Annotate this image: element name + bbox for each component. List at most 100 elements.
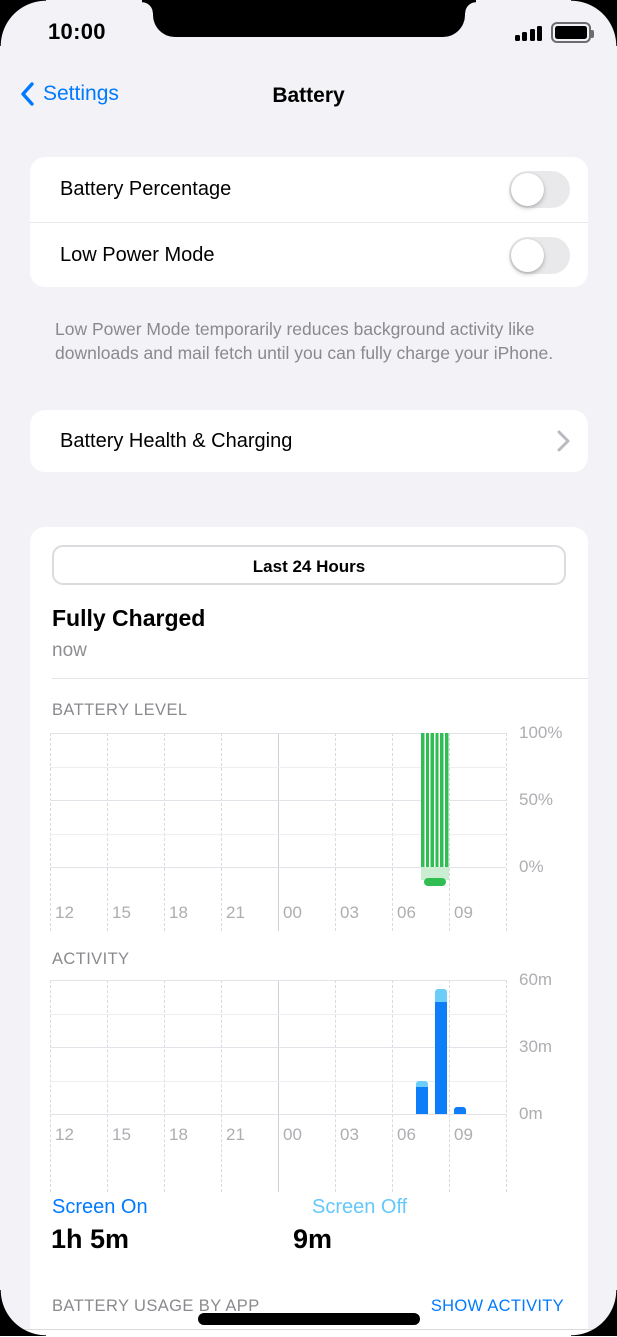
screen-off-value: 9m bbox=[293, 1224, 333, 1254]
activity-bar[interactable] bbox=[415, 1080, 429, 1114]
battery-level-section-title: BATTERY LEVEL bbox=[52, 701, 188, 719]
cellular-signal-icon bbox=[514, 25, 542, 41]
battery-percentage-label: Battery Percentage bbox=[60, 178, 232, 200]
x-tick-label: 12 bbox=[55, 903, 74, 922]
activity-bar[interactable] bbox=[434, 988, 448, 1114]
chevron-right-icon bbox=[557, 430, 570, 452]
grid-line-horizontal bbox=[50, 766, 506, 768]
activity-bar[interactable] bbox=[453, 1107, 467, 1114]
battery-charge-bar[interactable] bbox=[420, 733, 449, 867]
grid-line-horizontal bbox=[50, 733, 506, 734]
back-button-label: Settings bbox=[43, 82, 119, 105]
y-tick-label: 30m bbox=[519, 1037, 553, 1056]
grid-line-horizontal bbox=[50, 1013, 506, 1015]
screen-on-segment bbox=[453, 1107, 467, 1114]
battery-usage-by-app-label: BATTERY USAGE BY APP bbox=[52, 1297, 260, 1315]
screen-bottom-edge bbox=[0, 1329, 617, 1337]
toggle-knob bbox=[511, 173, 544, 206]
device-notch bbox=[142, 0, 476, 37]
grid-line-vertical bbox=[506, 980, 507, 1192]
x-tick-label: 03 bbox=[340, 903, 359, 922]
grid-line-vertical bbox=[335, 733, 336, 931]
grid-line-vertical bbox=[164, 733, 165, 931]
low-power-mode-description: Low Power Mode temporarily reduces backg… bbox=[55, 318, 554, 364]
x-tick-label: 00 bbox=[283, 903, 302, 922]
grid-line-vertical bbox=[278, 733, 279, 931]
grid-line-vertical bbox=[50, 733, 51, 931]
grid-line-vertical bbox=[449, 733, 450, 931]
screen-on-label: Screen On bbox=[52, 1196, 148, 1218]
grid-line-vertical bbox=[335, 980, 336, 1192]
grid-line-vertical bbox=[107, 733, 108, 931]
grid-line-vertical bbox=[278, 980, 279, 1192]
screen-on-segment bbox=[434, 1002, 448, 1114]
x-tick-label: 15 bbox=[112, 903, 131, 922]
battery-status-icon bbox=[551, 22, 594, 43]
screen-off-segment bbox=[415, 1080, 429, 1088]
grid-line-vertical bbox=[392, 980, 393, 1192]
screen-on-segment bbox=[415, 1087, 429, 1114]
x-tick-label: 18 bbox=[169, 1125, 188, 1144]
battery-health-label: Battery Health & Charging bbox=[60, 429, 293, 452]
grid-line-horizontal bbox=[50, 833, 506, 835]
x-tick-label: 06 bbox=[397, 1125, 416, 1144]
grid-line-horizontal bbox=[50, 980, 506, 981]
battery-usage-card: Last 24 Hours Fully Charged now BATTERY … bbox=[30, 527, 588, 1336]
status-time: 10:00 bbox=[48, 19, 106, 44]
x-tick-label: 03 bbox=[340, 1125, 359, 1144]
charge-status-title: Fully Charged bbox=[52, 605, 206, 631]
y-tick-label: 0% bbox=[519, 857, 544, 876]
grid-line-vertical bbox=[449, 980, 450, 1192]
grid-line-vertical bbox=[506, 733, 507, 931]
y-tick-label: 100% bbox=[519, 723, 563, 742]
x-tick-label: 21 bbox=[226, 903, 245, 922]
charging-period-indicator bbox=[420, 867, 449, 880]
x-tick-label: 00 bbox=[283, 1125, 302, 1144]
battery-health-row[interactable]: Battery Health & Charging bbox=[30, 410, 588, 472]
screen-off-label: Screen Off bbox=[312, 1196, 408, 1218]
x-tick-label: 15 bbox=[112, 1125, 131, 1144]
grid-line-vertical bbox=[107, 980, 108, 1192]
battery-percentage-row: Battery Percentage bbox=[30, 157, 588, 222]
screen-on-value: 1h 5m bbox=[51, 1224, 130, 1254]
divider bbox=[52, 678, 588, 679]
battery-settings-card: Battery Percentage Low Power Mode bbox=[30, 157, 588, 287]
grid-line-vertical bbox=[221, 733, 222, 931]
grid-line-horizontal bbox=[50, 800, 506, 801]
x-tick-label: 06 bbox=[397, 903, 416, 922]
chevron-left-icon bbox=[21, 82, 34, 106]
x-tick-label: 09 bbox=[454, 1125, 473, 1144]
battery-percentage-toggle[interactable] bbox=[509, 171, 570, 208]
x-tick-label: 21 bbox=[226, 1125, 245, 1144]
activity-section-title: ACTIVITY bbox=[52, 950, 130, 968]
screen-off-segment bbox=[434, 988, 448, 1003]
grid-line-horizontal bbox=[50, 1114, 506, 1115]
toggle-knob bbox=[511, 238, 544, 272]
y-tick-label: 60m bbox=[519, 970, 553, 989]
page-title: Battery bbox=[272, 84, 345, 107]
grid-line-vertical bbox=[164, 980, 165, 1192]
y-tick-label: 50% bbox=[519, 790, 554, 809]
status-icons bbox=[514, 22, 594, 43]
grid-line-horizontal bbox=[50, 1047, 506, 1048]
grid-line-horizontal bbox=[50, 867, 506, 868]
charge-status-subtitle: now bbox=[52, 640, 87, 661]
low-power-mode-toggle[interactable] bbox=[509, 236, 570, 274]
back-button[interactable]: Settings bbox=[20, 82, 119, 106]
battery-health-card: Battery Health & Charging bbox=[30, 410, 588, 472]
battery-level-chart[interactable]: 12 15 18 21 00 03 06 09 100% 50% 0% bbox=[50, 723, 562, 931]
grid-line-vertical bbox=[50, 980, 51, 1192]
activity-chart[interactable]: 12 15 18 21 00 03 06 09 60m 30m 0m bbox=[50, 970, 552, 1192]
show-activity-button[interactable]: SHOW ACTIVITY bbox=[430, 1297, 564, 1315]
grid-line-horizontal bbox=[50, 1080, 506, 1082]
navigation-bar: Settings Battery bbox=[0, 72, 617, 124]
y-tick-label: 0m bbox=[519, 1104, 543, 1123]
low-power-mode-row: Low Power Mode bbox=[30, 222, 588, 287]
battery-usage-header-row: BATTERY USAGE BY APP SHOW ACTIVITY bbox=[52, 1297, 564, 1316]
x-tick-label: 12 bbox=[55, 1125, 74, 1144]
home-indicator[interactable] bbox=[198, 1313, 420, 1325]
charging-period-pill bbox=[423, 878, 446, 886]
time-range-button[interactable]: Last 24 Hours bbox=[52, 545, 566, 585]
grid-line-vertical bbox=[392, 733, 393, 931]
